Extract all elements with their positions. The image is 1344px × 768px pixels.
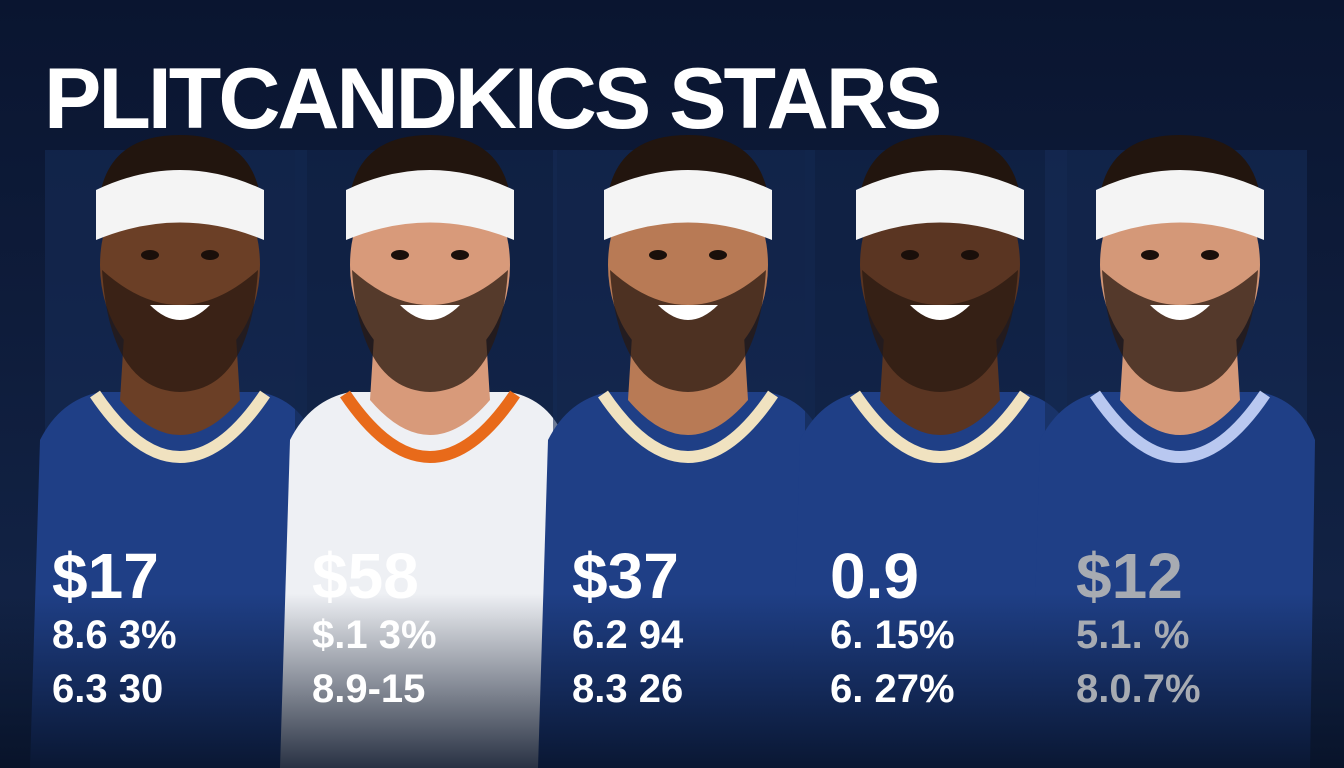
- eye: [901, 250, 919, 260]
- eye: [391, 250, 409, 260]
- stat-line: 6.2 94: [572, 613, 684, 657]
- eye: [141, 250, 159, 260]
- shade: [0, 380, 1344, 768]
- stat-line: 6. 27%: [830, 667, 955, 711]
- stat-line: 8.3 26: [572, 667, 683, 711]
- beard: [862, 270, 1018, 392]
- stat-line: 6. 15%: [830, 613, 955, 657]
- headband: [1096, 170, 1264, 240]
- eye: [649, 250, 667, 260]
- headband: [346, 170, 514, 240]
- stat-headline: $58: [312, 540, 419, 612]
- headband: [96, 170, 264, 240]
- stat-line: 5.1. %: [1076, 613, 1189, 657]
- beard: [610, 270, 766, 392]
- stat-line: 6.3 30: [52, 667, 163, 711]
- eye: [1141, 250, 1159, 260]
- eye: [1201, 250, 1219, 260]
- beard: [1102, 270, 1258, 392]
- stat-line: 8.6 3%: [52, 613, 177, 657]
- eye: [201, 250, 219, 260]
- stat-line: $.1 3%: [312, 613, 437, 657]
- eye: [451, 250, 469, 260]
- stat-block: $178.6 3% 6.3 30 $58$.1 3% 8.9-15 $376.2 94 8…: [52, 540, 1201, 711]
- beard: [352, 270, 508, 392]
- headband: [604, 170, 772, 240]
- smile: [910, 305, 970, 320]
- stat-line: 8.9-15: [312, 667, 425, 711]
- smile: [1150, 305, 1210, 320]
- stat-headline: $37: [572, 540, 679, 612]
- headband: [856, 170, 1024, 240]
- stat-headline: 0.9: [830, 540, 919, 612]
- stat-line: 8.0.7%: [1076, 667, 1201, 711]
- stat-headline: $17: [52, 540, 159, 612]
- beard: [102, 270, 258, 392]
- smile: [400, 305, 460, 320]
- title: PLITCANDKICS STARS: [44, 51, 939, 147]
- eye: [709, 250, 727, 260]
- stat-headline: $12: [1076, 540, 1183, 612]
- smile: [658, 305, 718, 320]
- smile: [150, 305, 210, 320]
- eye: [961, 250, 979, 260]
